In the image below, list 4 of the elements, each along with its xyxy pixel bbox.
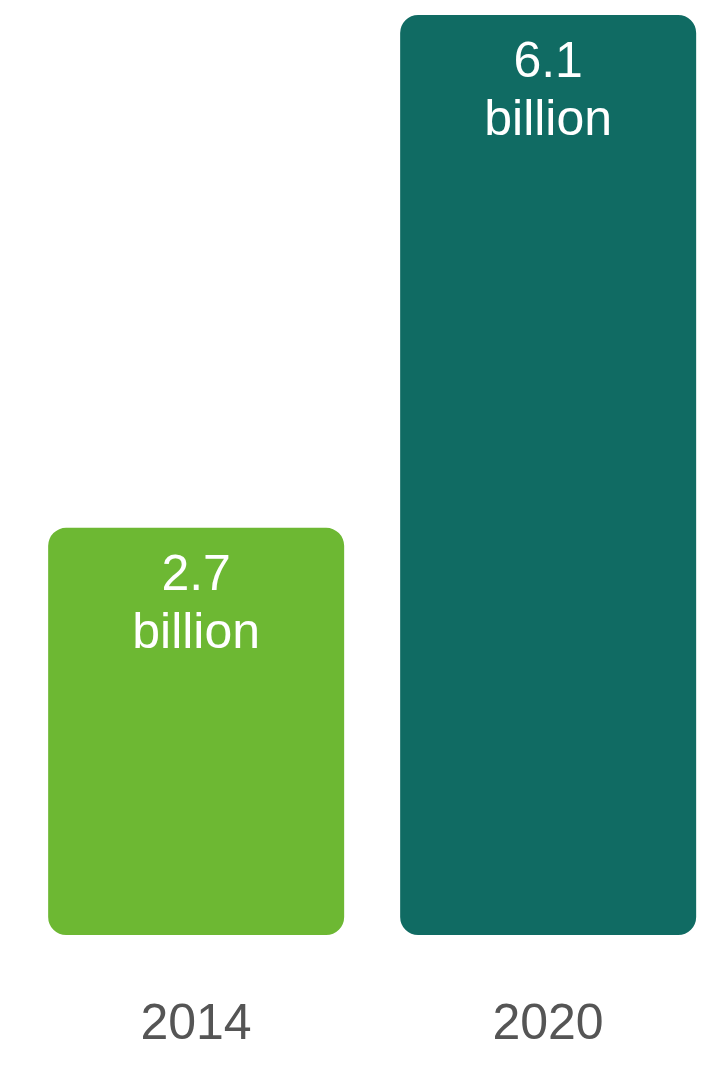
x-tick-label: 2020: [492, 993, 604, 1050]
data-label: 2.7 billion: [132, 544, 261, 659]
x-tick-label: 2014: [140, 993, 252, 1050]
data-label: 6.1 billion: [484, 32, 613, 146]
